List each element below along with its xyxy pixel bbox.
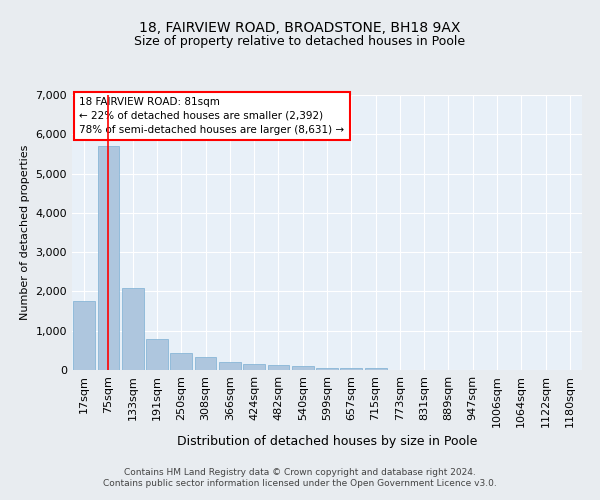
Bar — [73, 301, 95, 370]
Text: 18, FAIRVIEW ROAD, BROADSTONE, BH18 9AX: 18, FAIRVIEW ROAD, BROADSTONE, BH18 9AX — [139, 20, 461, 34]
Bar — [146, 338, 168, 370]
Bar — [97, 146, 119, 370]
Bar — [316, 368, 338, 370]
Text: Contains HM Land Registry data © Crown copyright and database right 2024.: Contains HM Land Registry data © Crown c… — [124, 468, 476, 477]
Bar — [194, 357, 217, 370]
Text: 18 FAIRVIEW ROAD: 81sqm
← 22% of detached houses are smaller (2,392)
78% of semi: 18 FAIRVIEW ROAD: 81sqm ← 22% of detache… — [79, 97, 344, 135]
Bar — [268, 366, 289, 370]
Y-axis label: Number of detached properties: Number of detached properties — [20, 145, 30, 320]
X-axis label: Distribution of detached houses by size in Poole: Distribution of detached houses by size … — [177, 435, 477, 448]
Bar — [365, 368, 386, 370]
Text: Contains public sector information licensed under the Open Government Licence v3: Contains public sector information licen… — [103, 480, 497, 488]
Bar — [340, 368, 362, 370]
Text: Size of property relative to detached houses in Poole: Size of property relative to detached ho… — [134, 34, 466, 48]
Bar — [243, 364, 265, 370]
Bar — [122, 288, 143, 370]
Bar — [170, 353, 192, 370]
Bar — [219, 362, 241, 370]
Bar — [292, 366, 314, 370]
